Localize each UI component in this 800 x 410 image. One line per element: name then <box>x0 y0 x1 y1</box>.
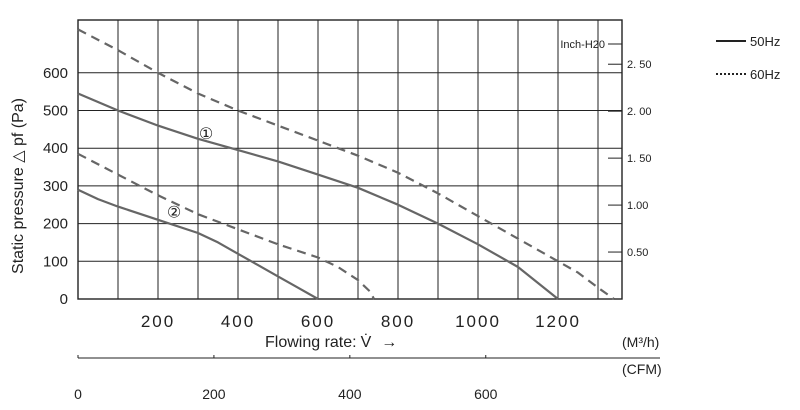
secondary-axis: Inch-H20 2. 50 2. 00 1. 50 1.00 0.50 <box>560 39 651 259</box>
series-line-curve-1-solid <box>77 92 559 300</box>
x-tick-label: 800 <box>381 312 415 331</box>
x-axis-symbol: V̇ <box>361 333 372 351</box>
secondary-axis-title: Inch-H20 <box>560 39 605 51</box>
series-group <box>77 28 615 300</box>
series-line-curve-1-dashed <box>77 28 615 300</box>
x-tick-label: 1000 <box>455 312 501 331</box>
curve-marker-label: ② <box>167 205 181 222</box>
x-axis-arrow: → <box>381 334 397 351</box>
y-tick-label: 500 <box>43 102 68 119</box>
y-tick-label: 600 <box>43 65 68 82</box>
y-tick-label: 100 <box>43 253 68 270</box>
cfm-tick-label: 400 <box>338 386 362 402</box>
curve-markers: ①② <box>167 126 213 221</box>
x-tick-label: 1200 <box>535 312 581 331</box>
x-axis-label-text: Flowing rate: <box>265 334 357 351</box>
secondary-tick-label: 1. 50 <box>627 153 651 165</box>
x-axis-unit: (M³/h) <box>622 334 659 350</box>
y-axis-ticks: 0 100 200 300 400 500 600 <box>43 65 68 308</box>
x-tick-label: 400 <box>221 312 255 331</box>
y-tick-label: 0 <box>60 291 68 308</box>
y-tick-label: 300 <box>43 178 68 195</box>
secondary-tick-label: 0.50 <box>627 247 648 259</box>
cfm-axis-ticks: 0 200 400 600 <box>74 355 498 402</box>
curve-marker-label: ① <box>199 126 213 143</box>
legend-label-50hz: 50Hz <box>750 34 780 49</box>
y-axis-label: Static pressure △ pf (Pa) <box>10 98 27 274</box>
cfm-tick-label: 0 <box>74 386 82 402</box>
series-line-curve-2-dashed <box>77 152 375 300</box>
y-tick-label: 200 <box>43 216 68 233</box>
plot-frame <box>77 19 623 300</box>
legend-label-60hz: 60Hz <box>750 67 780 82</box>
plot-grid <box>77 19 623 300</box>
x-tick-label: 600 <box>301 312 335 331</box>
secondary-tick-label: 2. 50 <box>627 59 651 71</box>
secondary-tick-label: 1.00 <box>627 200 648 212</box>
cfm-tick-label: 200 <box>202 386 226 402</box>
x-axis-ticks: 200 400 600 800 1000 1200 <box>141 312 581 331</box>
x-axis-label: Flowing rate: V̇ → <box>265 333 397 351</box>
cfm-tick-label: 600 <box>474 386 498 402</box>
cfm-axis-unit: (CFM) <box>622 361 662 377</box>
series-line-curve-2-solid <box>77 188 319 300</box>
secondary-tick-label: 2. 00 <box>627 106 651 118</box>
legend: 50Hz 60Hz <box>716 34 780 82</box>
x-tick-label: 200 <box>141 312 175 331</box>
y-tick-label: 400 <box>43 140 68 157</box>
